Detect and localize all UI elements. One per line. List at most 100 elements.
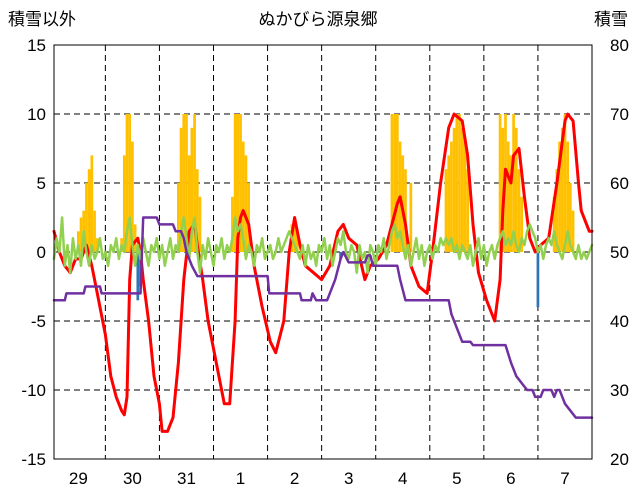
bar: [450, 141, 453, 252]
y-tick-right: 50: [610, 243, 629, 262]
y-tick-right: 30: [610, 381, 629, 400]
bar: [122, 155, 126, 252]
precip-bars: [136, 252, 540, 308]
bar: [193, 114, 196, 252]
y-tick-left: 15: [27, 36, 46, 55]
x-tick: 29: [69, 469, 88, 488]
snowfall-bars: [76, 114, 575, 252]
y-tick-left: -5: [31, 312, 46, 331]
x-tick: 2: [290, 469, 299, 488]
series-line-3: [52, 216, 594, 274]
bar: [514, 127, 518, 252]
bar: [409, 183, 413, 252]
bar: [558, 141, 561, 252]
bar: [231, 196, 234, 252]
bar: [195, 169, 199, 252]
bar: [236, 114, 240, 252]
series-line-2: [52, 112, 594, 433]
bar: [463, 141, 467, 252]
x-tick: 31: [177, 469, 196, 488]
bar: [95, 238, 99, 252]
bar: [87, 169, 91, 252]
left-axis-label: 積雪以外: [8, 10, 76, 29]
bar: [460, 127, 464, 252]
bar: [566, 141, 570, 252]
bar: [125, 114, 129, 252]
series-line-4: [52, 216, 594, 419]
bar: [520, 196, 524, 252]
bar: [569, 183, 572, 252]
right-axis-label: 積雪: [594, 10, 628, 29]
bar: [552, 196, 556, 252]
bar: [560, 127, 564, 252]
left-y-ticks: 15 10 5 0 -5 -10 -15: [21, 36, 46, 469]
bar: [185, 114, 188, 252]
y-tick-left: -15: [21, 450, 46, 469]
bar: [241, 141, 245, 252]
bar: [339, 252, 342, 259]
y-tick-left: 10: [27, 105, 46, 124]
bar: [571, 210, 575, 252]
bar: [466, 169, 469, 252]
series-lines: [52, 112, 594, 433]
bar: [447, 155, 451, 252]
bar: [198, 196, 202, 252]
x-tick: 7: [560, 469, 569, 488]
x-tick: 1: [236, 469, 245, 488]
bar: [512, 114, 515, 252]
y-tick-left: 0: [37, 243, 46, 262]
y-tick-right: 80: [610, 36, 629, 55]
y-tick-left: -10: [21, 381, 46, 400]
x-tick: 5: [452, 469, 461, 488]
bar: [295, 231, 299, 252]
plot-frame: [53, 44, 593, 460]
chart-title: ぬかびら源泉郷: [259, 10, 378, 29]
bar: [498, 114, 502, 252]
bar: [390, 114, 394, 252]
bar: [85, 183, 88, 252]
bar: [233, 114, 237, 252]
bar: [536, 252, 540, 308]
bar: [458, 114, 461, 252]
bar: [190, 127, 194, 252]
y-tick-right: 40: [610, 312, 629, 331]
bar: [517, 169, 521, 252]
y-tick-left: 5: [37, 174, 46, 193]
bar: [404, 169, 407, 252]
bar: [293, 217, 296, 252]
bar: [244, 155, 248, 252]
bar: [506, 141, 510, 252]
bar: [555, 169, 559, 252]
bar: [76, 231, 80, 252]
bar: [136, 252, 140, 301]
bar: [128, 114, 132, 252]
y-tick-right: 20: [610, 450, 629, 469]
bar: [247, 183, 251, 252]
grid: [54, 45, 592, 459]
bar: [131, 141, 134, 252]
bar: [79, 217, 83, 252]
y-tick-right: 60: [610, 174, 629, 193]
x-tick: 4: [398, 469, 407, 488]
bar: [133, 224, 137, 252]
bar: [509, 155, 513, 252]
x-tick: 30: [123, 469, 142, 488]
bar: [452, 127, 456, 252]
bar: [395, 114, 399, 252]
bar: [239, 114, 242, 252]
y-tick-right: 70: [610, 105, 629, 124]
x-ticks: 29 30 31 1 2 3 4 5 6 7: [69, 469, 570, 488]
bar: [444, 169, 448, 252]
x-tick: 3: [344, 469, 353, 488]
bar: [393, 114, 396, 252]
right-y-ticks: 80 70 60 50 40 30 20: [610, 36, 629, 469]
x-tick: 6: [506, 469, 515, 488]
bar: [563, 114, 567, 252]
bar: [455, 114, 459, 252]
bar: [182, 114, 186, 252]
bar: [177, 183, 180, 252]
bar: [90, 155, 94, 252]
bar: [179, 127, 183, 252]
